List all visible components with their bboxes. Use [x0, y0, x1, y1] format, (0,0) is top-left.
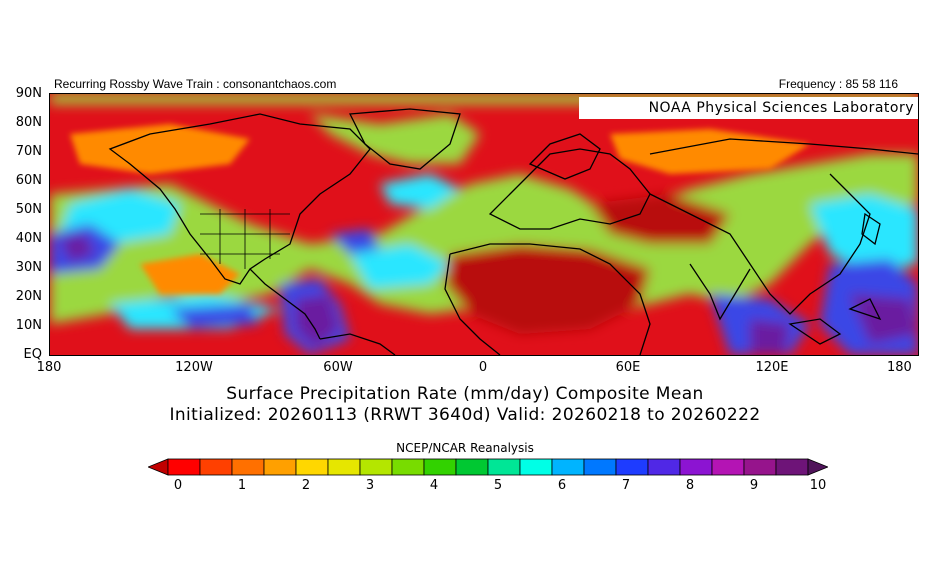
lat-label: 70N: [15, 144, 42, 159]
colorbar-label: 5: [493, 478, 503, 493]
colorbar-swatch: [615, 458, 649, 476]
coastlines: [108, 108, 918, 355]
colorbar-label: 7: [621, 478, 631, 493]
colorbar-swatch: [583, 458, 617, 476]
colorbar-swatch: [359, 458, 393, 476]
colorbar-label: 9: [749, 478, 759, 493]
colorbar-swatch: [295, 458, 329, 476]
lab-label: NOAA Physical Sciences Laboratory: [579, 97, 918, 119]
map-canvas: [50, 94, 918, 355]
lat-label: 20N: [15, 289, 42, 304]
colorbar-label: 1: [237, 478, 247, 493]
lon-label: 180: [36, 360, 62, 375]
header-credit: Recurring Rossby Wave Train : consonantc…: [54, 77, 337, 91]
colorbar-swatch: [647, 458, 681, 476]
colorbar-swatch: [711, 458, 745, 476]
map-subtitle: Initialized: 20260113 (RRWT 3640d) Valid…: [169, 405, 761, 425]
lat-label: EQ: [23, 347, 42, 362]
colorbar-swatch: [167, 458, 201, 476]
lon-label: 180: [887, 360, 912, 375]
colorbar-swatch: [775, 458, 809, 476]
colorbar-swatch: [231, 458, 265, 476]
colorbar-swatch: [807, 458, 828, 476]
lat-label: 40N: [15, 231, 42, 246]
lon-label: 0: [478, 360, 488, 375]
colorbar-swatch: [327, 458, 361, 476]
lat-label: 30N: [15, 260, 42, 275]
lon-label: 120W: [175, 360, 213, 375]
colorbar-swatch: [455, 458, 489, 476]
colorbar-swatch: [679, 458, 713, 476]
lat-label: 90N: [15, 86, 42, 101]
colorbar-label: 8: [685, 478, 695, 493]
lat-label: 10N: [15, 318, 42, 333]
colorbar-label: 3: [365, 478, 375, 493]
colorbar-swatch: [263, 458, 297, 476]
header-frequency: Frequency : 85 58 116: [778, 77, 898, 91]
lat-label: 60N: [15, 173, 42, 188]
colorbar-swatch: [743, 458, 777, 476]
precipitation-map: NOAA Physical Sciences Laboratory: [49, 93, 919, 356]
colorbar-label: 4: [429, 478, 439, 493]
colorbar-swatch: [487, 458, 521, 476]
lat-label: 50N: [15, 202, 42, 217]
colorbar-label: 6: [557, 478, 567, 493]
data-source: NCEP/NCAR Reanalysis: [396, 441, 534, 455]
colorbar-swatch: [423, 458, 457, 476]
colorbar-swatch: [148, 458, 169, 476]
colorbar-swatch: [199, 458, 233, 476]
colorbar-swatch: [551, 458, 585, 476]
lat-label: 80N: [15, 115, 42, 130]
colorbar-label: 2: [301, 478, 311, 493]
lon-label: 60E: [615, 360, 641, 375]
colorbar-label: 0: [173, 478, 183, 493]
map-title: Surface Precipitation Rate (mm/day) Comp…: [226, 384, 704, 404]
lon-label: 120E: [755, 360, 789, 375]
colorbar-label: 10: [809, 478, 827, 493]
colorbar-swatch: [519, 458, 553, 476]
colorbar-swatch: [391, 458, 425, 476]
lon-label: 60W: [323, 360, 353, 375]
colorbar: [148, 458, 828, 476]
